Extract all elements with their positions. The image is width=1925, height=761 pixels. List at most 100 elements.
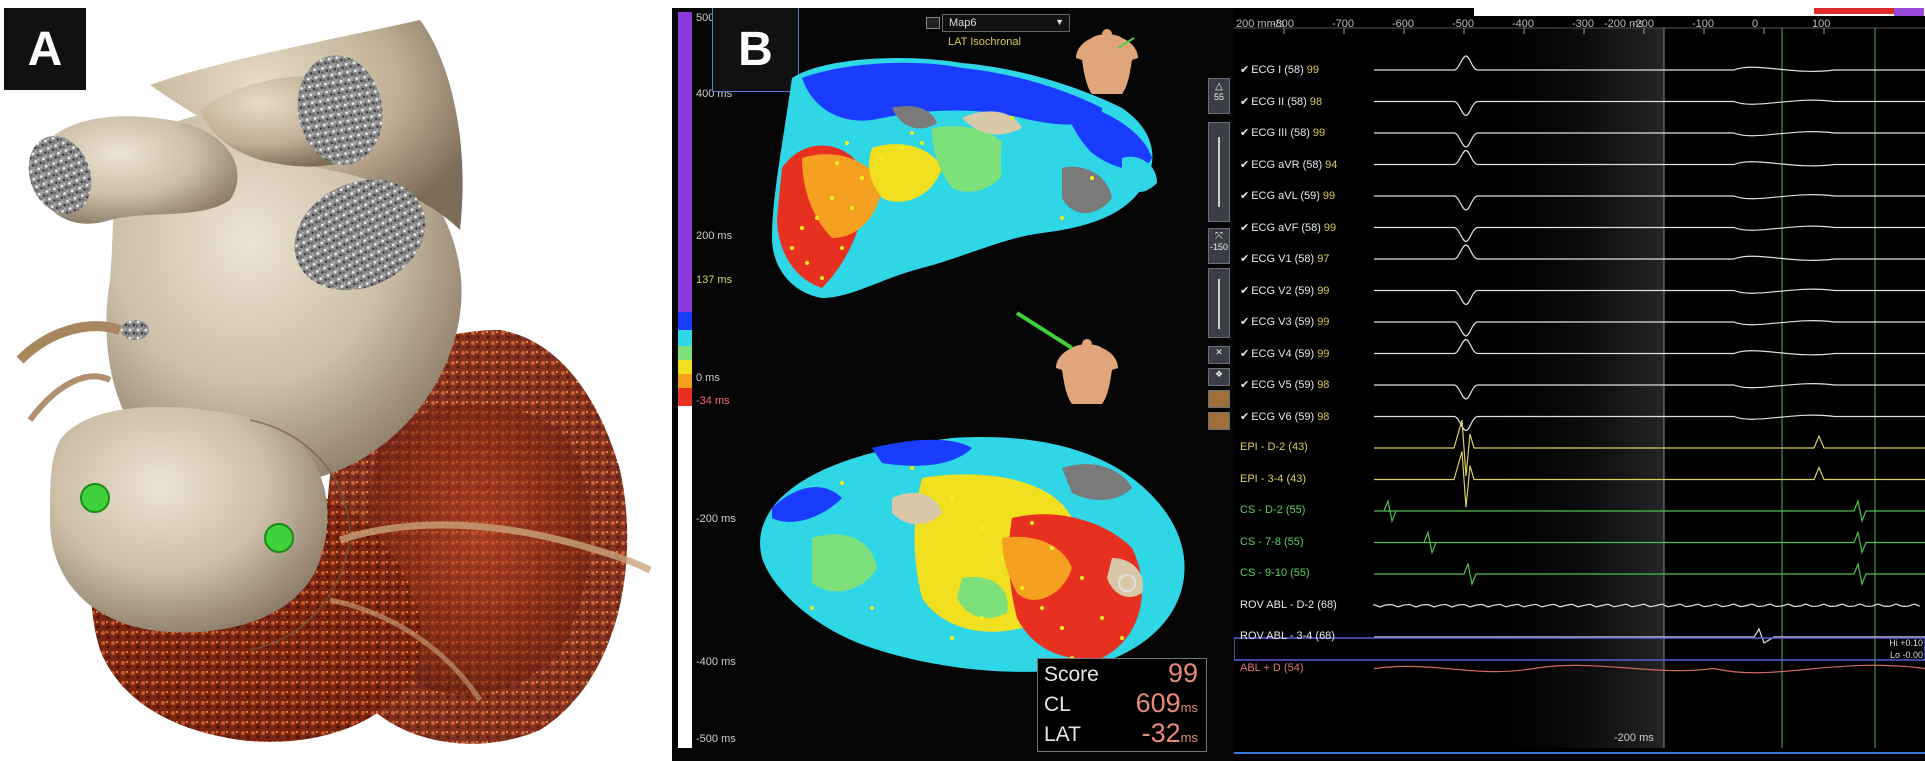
torso-view-button-1[interactable]	[1208, 390, 1230, 408]
lead-label[interactable]: ROV ABL - D-2 (68)	[1240, 599, 1337, 611]
lead-name: ECG aVF (58)	[1251, 221, 1321, 234]
lead-label[interactable]: ✔ ECG III (58) 99	[1240, 126, 1325, 139]
time-axis-top-right: -200 ms	[1604, 18, 1644, 30]
lead-label[interactable]: EPI - 3-4 (43)	[1240, 473, 1306, 485]
lead-trace	[1374, 288, 1925, 306]
lead-trace	[1374, 131, 1925, 148]
lead-name: ABL + D (54)	[1240, 661, 1304, 674]
map-select-icon	[926, 17, 940, 29]
lead-name: ECG V4 (59)	[1251, 347, 1315, 360]
lead-label[interactable]: ✔ ECG V5 (59) 98	[1240, 378, 1329, 391]
checkmark-icon: ✔	[1240, 379, 1250, 391]
view-button-2[interactable]: ❖	[1208, 368, 1230, 386]
lo-label: Lo -0.00	[1889, 650, 1923, 660]
lead-label[interactable]: ✔ ECG aVR (58) 94	[1240, 158, 1337, 171]
lead-trace	[1374, 414, 1925, 432]
rotate-slider[interactable]	[1208, 268, 1230, 338]
checkmark-icon: ✔	[1240, 221, 1250, 234]
time-axis-tick-label: -600	[1392, 18, 1415, 30]
colorbar-tick-label: -200 ms	[696, 513, 736, 525]
colorbar-tick-label: 0 ms	[696, 372, 720, 384]
lead-trace	[1374, 225, 1925, 243]
lead-score: 99	[1317, 347, 1330, 360]
lead-trace	[1374, 530, 1925, 555]
lead-label[interactable]: ✔ ECG V6 (59) 98	[1240, 410, 1329, 423]
rotate-icon: ⤧	[1215, 231, 1223, 242]
lead-label[interactable]: ✔ ECG aVL (59) 99	[1240, 189, 1335, 202]
lead-label[interactable]: ✔ ECG I (58) 99	[1240, 63, 1319, 76]
lead-label[interactable]: ✔ ECG II (58) 98	[1240, 95, 1322, 108]
lead-name: ECG III (58)	[1251, 127, 1310, 139]
lead-score: 99	[1322, 190, 1336, 202]
activation-map-bottom[interactable]	[752, 408, 1212, 678]
rotate-control[interactable]: ⤧ -150	[1208, 228, 1230, 264]
checkmark-icon: ✔	[1240, 190, 1250, 202]
lead-label[interactable]: ✔ ECG V1 (58) 97	[1240, 252, 1329, 265]
lead-score: 99	[1317, 284, 1330, 297]
map-subtitle: LAT Isochronal	[948, 36, 1021, 48]
score-box: Score 99 CL 609ms LAT -32ms	[1037, 658, 1207, 752]
time-axis-tick-label: -800	[1272, 18, 1295, 30]
zoom-slider[interactable]	[1208, 122, 1230, 222]
checkmark-icon: ✔	[1240, 64, 1250, 76]
checkmark-icon: ✔	[1240, 316, 1250, 328]
lead-trace	[1374, 419, 1925, 477]
cl-row: CL 609ms	[1044, 688, 1198, 719]
torso-view-button-2[interactable]	[1208, 412, 1230, 430]
scale-label: 200 mm/s	[1236, 18, 1285, 30]
signal-panel[interactable]: 200 mm/s -800 -700 -600 -500 -400 -300 -200 -10…	[1234, 8, 1925, 761]
lat-label: LAT	[1044, 723, 1081, 746]
lead-label[interactable]: ✔ ECG V2 (59) 99	[1240, 284, 1329, 297]
lead-score: 99	[1306, 64, 1320, 76]
time-axis-tick-label: -100	[1692, 18, 1715, 30]
cl-unit: ms	[1180, 700, 1198, 715]
lead-label[interactable]: CS - 7-8 (55)	[1240, 536, 1304, 548]
catheter-icon	[1015, 311, 1074, 350]
torso-orientation-icon-top	[1076, 29, 1138, 94]
lead-name: ROV ABL - D-2 (68)	[1240, 598, 1337, 611]
lead-name: ECG aVR (58)	[1251, 158, 1323, 171]
colorbar-tick-label: -500 ms	[696, 733, 736, 745]
lead-name: CS - 7-8 (55)	[1240, 535, 1304, 548]
lead-name: ECG V6 (59)	[1251, 410, 1315, 423]
lead-name: ECG aVL (59)	[1251, 190, 1320, 202]
lead-score: 98	[1309, 95, 1323, 108]
checkmark-icon: ✔	[1240, 158, 1250, 171]
lead-label[interactable]: ABL + D (54)	[1240, 662, 1303, 674]
lead-name: ECG I (58)	[1251, 64, 1304, 76]
lead-label[interactable]: ROV ABL - 3-4 (68)	[1240, 630, 1335, 642]
map-selector[interactable]: Map6 ▼	[942, 14, 1070, 32]
lead-label[interactable]: ✔ ECG aVF (58) 99	[1240, 221, 1336, 234]
lead-label[interactable]: ✔ ECG V4 (59) 99	[1240, 347, 1329, 360]
zoom-control[interactable]: △ 55	[1208, 78, 1230, 114]
lead-label[interactable]: CS - 9-10 (55)	[1240, 567, 1310, 579]
lead-trace	[1374, 498, 1925, 524]
lead-name: ECG II (58)	[1251, 95, 1307, 108]
bottom-time-label: -200 ms	[1614, 732, 1654, 744]
chevron-down-icon: ▼	[1055, 17, 1064, 27]
lat-colorbar	[678, 12, 694, 748]
lat-unit: ms	[1180, 730, 1198, 745]
checkmark-icon: ✔	[1240, 95, 1250, 108]
lead-name: CS - D-2 (55)	[1240, 504, 1306, 516]
lead-name: ECG V2 (59)	[1251, 284, 1315, 297]
view-button-1[interactable]: ✕	[1208, 346, 1230, 364]
lead-trace	[1374, 194, 1925, 211]
time-axis-tick-label: -300	[1572, 18, 1595, 30]
colorbar-tick-label: 137 ms	[696, 274, 733, 286]
activation-map-top[interactable]	[762, 48, 1202, 308]
lead-trace	[1373, 664, 1925, 674]
lead-label[interactable]: ✔ ECG V3 (59) 99	[1240, 315, 1329, 328]
panel-b-label: B	[712, 8, 799, 92]
marker-dot-right	[264, 523, 294, 553]
lead-score: 99	[1323, 221, 1337, 234]
lead-score: 98	[1317, 410, 1330, 423]
time-axis-tick-label: 0	[1752, 18, 1759, 30]
lead-label[interactable]: CS - D-2 (55)	[1240, 504, 1305, 516]
lead-label[interactable]: EPI - D-2 (43)	[1240, 441, 1308, 453]
score-row: Score 99	[1044, 658, 1198, 689]
map-toolbar: △ 55 ⤧ -150 ✕ ❖	[1204, 68, 1234, 438]
lead-trace	[1373, 603, 1921, 608]
time-axis-tick-label: -700	[1332, 18, 1355, 30]
score-label: Score	[1044, 663, 1099, 686]
